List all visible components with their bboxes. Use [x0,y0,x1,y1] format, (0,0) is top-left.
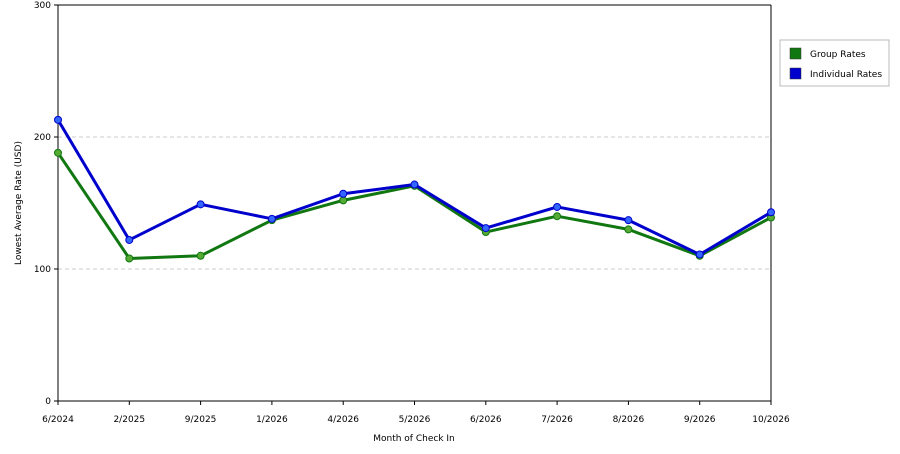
x-tick-label: 9/2025 [185,415,217,425]
y-tick-label: 300 [34,1,51,11]
data-point [553,212,562,221]
data-point [410,180,419,189]
x-tick-label: 10/2026 [752,415,790,425]
data-point [125,235,134,244]
x-tick-label: 9/2026 [684,415,716,425]
y-tick-label: 100 [34,265,51,275]
data-point [624,216,633,225]
data-point [54,148,62,157]
y-tick-label: 0 [45,397,51,407]
data-point [125,254,134,263]
legend-swatch [789,47,802,60]
gridlines [58,136,771,270]
legend: Group Rates Individual Rates [779,39,890,87]
data-point [624,225,633,234]
axes: 0 100 200 300 6/2024 2/2025 9/2025 1/2026 4/2026… [34,1,790,425]
x-tick-label: 8/2026 [613,415,645,425]
y-axis-title: Lowest Average Rate (USD) [14,141,24,265]
y-tick-label: 200 [34,133,51,143]
data-point [481,224,490,233]
data-point [267,214,276,223]
legend-label: Individual Rates [810,70,882,80]
legend-swatch [789,67,802,80]
x-tick-label: 1/2026 [256,415,288,425]
data-point [54,115,62,124]
x-tick-label: 4/2026 [327,415,359,425]
x-tick-label: 7/2026 [541,415,573,425]
series-1 [54,148,775,263]
x-tick-label: 6/2024 [42,415,74,425]
data-point [767,208,775,217]
legend-label: Group Rates [810,50,866,60]
x-axis-title: Month of Check In [373,434,455,444]
data-point [196,251,205,260]
data-point [196,200,205,209]
data-point [339,196,348,205]
x-tick-label: 2/2025 [113,415,145,425]
data-point [695,250,704,259]
series-2 [54,115,775,259]
x-tick-label: 5/2026 [399,415,431,425]
series-lines [54,115,775,263]
series-line [56,152,772,260]
data-point [339,189,348,198]
data-point [553,202,562,211]
x-tick-label: 6/2026 [470,415,502,425]
